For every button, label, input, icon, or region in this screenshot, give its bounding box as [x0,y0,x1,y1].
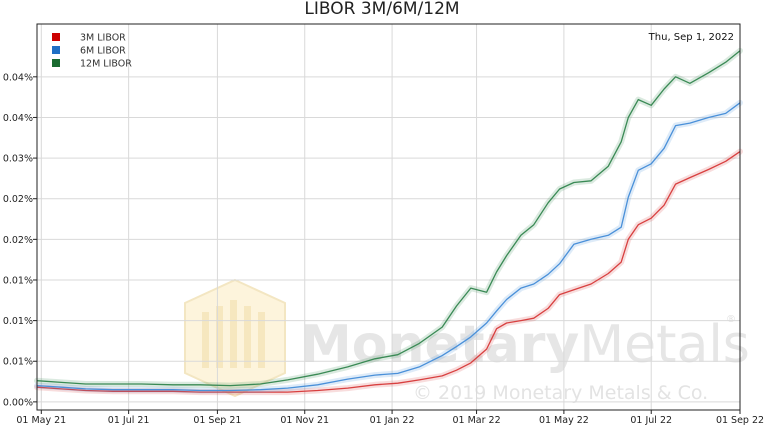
x-tick-label: 01 May 22 [539,415,589,425]
legend-swatch-2 [52,46,60,54]
legend: 3M LIBOR 6M LIBOR 12M LIBOR [52,33,132,70]
y-tick-label: 0.02% [3,194,33,205]
watermark-logo-bar [216,306,223,368]
date-label: Thu, Sep 1, 2022 [648,32,734,43]
y-tick-label: 0.01% [3,316,33,327]
watermark-brand: MonetaryMetals [300,315,750,375]
y-tick-label: 0.01% [3,275,33,286]
y-tick-label: 0.03% [3,154,33,165]
legend-label-3: 12M LIBOR [80,59,132,70]
x-tick-label: 01 Nov 21 [280,415,329,425]
watermark-logo-bar [244,306,251,368]
y-axis: 0.00% 0.01% 0.01% 0.01% 0.02% 0.02% 0.03% 0.04%… [3,72,37,408]
legend-swatch-3 [52,59,60,67]
grid [37,24,741,410]
legend-label-1: 3M LIBOR [80,33,126,44]
x-tick-label: 01 Mar 22 [452,415,500,425]
series-line-2 [36,102,741,392]
watermark: MonetaryMetals ® © 2019 Monetary Metals … [184,278,750,404]
series-layer [34,47,743,396]
legend-swatch-1 [52,33,60,41]
x-axis: 01 May 21 01 Jul 21 01 Sep 21 01 Nov 21 01 J… [16,410,764,426]
x-tick-label: 01 Jul 22 [630,415,672,425]
watermark-copyright: © 2019 Monetary Metals & Co. [413,382,708,404]
y-tick-label: 0.01% [3,357,33,368]
watermark-logo-bar [202,312,209,368]
y-tick-label: 0.00% [3,397,33,408]
x-tick-label: 01 Jul 21 [108,415,150,425]
plot-frame [36,23,741,411]
x-tick-label: 01 Sep 22 [716,415,764,425]
series-line-3 [36,50,741,387]
x-tick-label: 01 Sep 21 [193,415,241,425]
y-tick-label: 0.02% [3,235,33,246]
x-tick-label: 01 May 21 [16,415,66,425]
watermark-logo-bar [258,312,265,368]
watermark-logo-bar [230,300,237,368]
y-tick-label: 0.04% [3,113,33,124]
x-tick-label: 01 Jan 22 [370,415,415,425]
watermark-registered-mark: ® [726,314,736,325]
chart-title: LIBOR 3M/6M/12M [304,0,459,19]
series-line-1 [36,151,741,393]
y-tick-label: 0.04% [3,72,33,83]
legend-label-2: 6M LIBOR [80,46,126,57]
